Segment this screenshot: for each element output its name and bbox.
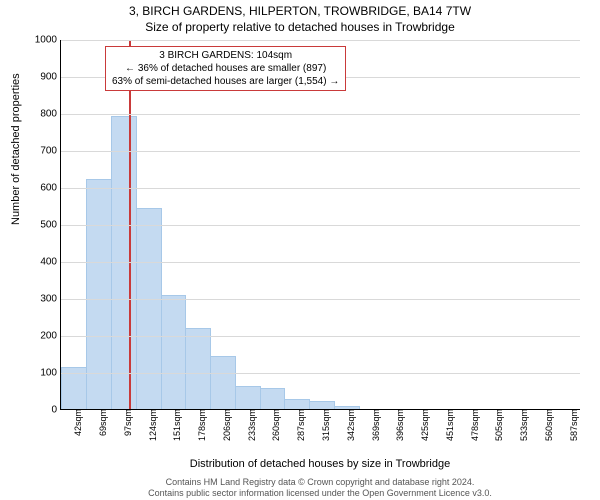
x-tick: 260sqm: [271, 409, 281, 441]
x-tick: 505sqm: [494, 409, 504, 441]
footer-attribution: Contains HM Land Registry data © Crown c…: [60, 477, 580, 499]
x-tick: 342sqm: [346, 409, 356, 441]
x-tick: 42sqm: [73, 409, 83, 436]
x-tick: 425sqm: [420, 409, 430, 441]
x-tick: 206sqm: [222, 409, 232, 441]
grid-line: [61, 373, 580, 374]
annotation-line: 63% of semi-detached houses are larger (…: [112, 75, 339, 88]
bar: [136, 208, 162, 409]
plot-area: 0100200300400500600700800900100042sqm69s…: [60, 40, 580, 410]
y-tick: 300: [40, 294, 57, 305]
y-tick: 200: [40, 331, 57, 342]
x-tick: 178sqm: [197, 409, 207, 441]
x-tick: 124sqm: [148, 409, 158, 441]
x-tick: 369sqm: [371, 409, 381, 441]
bar: [235, 386, 261, 409]
annotation-line: 3 BIRCH GARDENS: 104sqm: [112, 49, 339, 62]
y-tick: 600: [40, 183, 57, 194]
bar: [284, 399, 310, 409]
x-tick: 151sqm: [172, 409, 182, 441]
annotation-line: ← 36% of detached houses are smaller (89…: [112, 62, 339, 75]
bar: [260, 388, 286, 409]
y-tick: 700: [40, 146, 57, 157]
y-tick: 1000: [35, 35, 57, 46]
x-tick: 69sqm: [98, 409, 108, 436]
grid-line: [61, 151, 580, 152]
y-tick: 800: [40, 109, 57, 120]
bar: [86, 179, 112, 409]
x-tick: 287sqm: [296, 409, 306, 441]
grid-line: [61, 40, 580, 41]
page-subtitle: Size of property relative to detached ho…: [0, 20, 600, 34]
y-tick: 900: [40, 72, 57, 83]
bar: [185, 328, 211, 409]
grid-line: [61, 262, 580, 263]
x-tick: 587sqm: [569, 409, 579, 441]
y-tick: 400: [40, 257, 57, 268]
x-tick: 533sqm: [519, 409, 529, 441]
grid-line: [61, 225, 580, 226]
y-tick: 100: [40, 368, 57, 379]
grid-line: [61, 299, 580, 300]
y-tick: 500: [40, 220, 57, 231]
x-tick: 560sqm: [544, 409, 554, 441]
bar: [161, 295, 187, 409]
bar: [309, 401, 335, 409]
x-tick: 396sqm: [395, 409, 405, 441]
x-tick: 478sqm: [470, 409, 480, 441]
page: { "title": "3, BIRCH GARDENS, HILPERTON,…: [0, 0, 600, 500]
y-axis-label: Number of detached properties: [10, 73, 22, 225]
grid-line: [61, 188, 580, 189]
bar: [210, 356, 236, 409]
grid-line: [61, 336, 580, 337]
x-tick: 97sqm: [123, 409, 133, 436]
x-tick: 315sqm: [321, 409, 331, 441]
x-axis-label: Distribution of detached houses by size …: [60, 458, 580, 470]
page-title: 3, BIRCH GARDENS, HILPERTON, TROWBRIDGE,…: [0, 4, 600, 18]
x-tick: 233sqm: [247, 409, 257, 441]
annotation-box: 3 BIRCH GARDENS: 104sqm← 36% of detached…: [105, 46, 346, 91]
x-tick: 451sqm: [445, 409, 455, 441]
grid-line: [61, 114, 580, 115]
y-tick: 0: [51, 405, 57, 416]
